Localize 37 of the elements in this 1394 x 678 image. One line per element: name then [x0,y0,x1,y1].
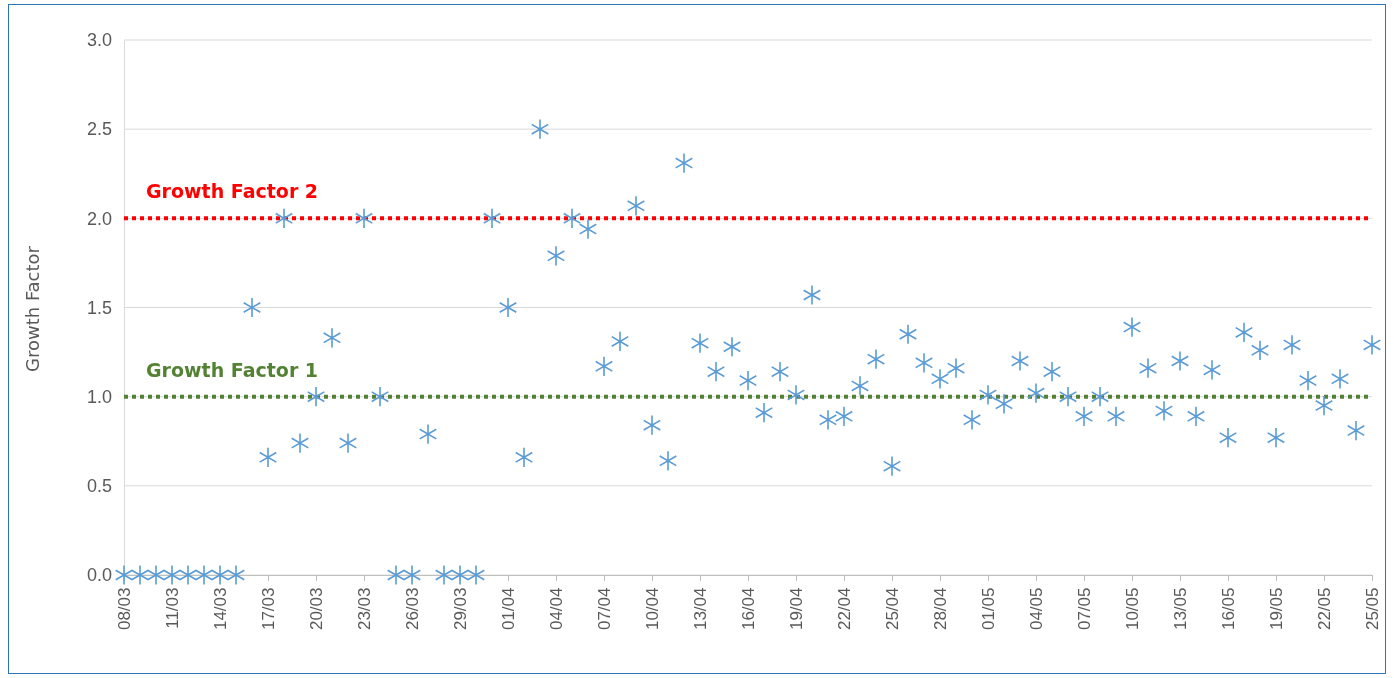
x-tick-label: 25/04 [883,587,903,631]
x-tick-label: 10/05 [1123,587,1143,631]
x-tick-label: 23/03 [355,587,375,631]
x-tick-label: 20/03 [307,587,327,631]
y-axis-title: Growth Factor [22,245,43,372]
x-tick-label: 11/03 [163,587,183,629]
x-tick-label: 22/05 [1315,587,1335,631]
x-tick-label: 04/04 [547,587,567,631]
x-tick-label: 07/05 [1075,587,1095,631]
y-tick-label: 3.0 [86,30,112,51]
ref-line-label: Growth Factor 2 [146,180,319,203]
x-tick-label: 07/04 [595,587,615,631]
x-tick-label: 13/04 [691,587,711,631]
x-tick-label: 14/03 [211,587,231,631]
y-tick-label: 1.0 [86,386,112,407]
x-tick-label: 22/04 [835,587,855,631]
x-tick-label: 19/05 [1267,587,1287,631]
y-tick-label: 0.0 [86,565,112,586]
y-tick-label: 2.0 [86,208,112,229]
x-tick-label: 29/03 [451,587,471,631]
x-tick-label: 19/04 [787,587,807,631]
x-tick-label: 08/03 [115,587,135,631]
y-tick-label: 1.5 [86,297,112,318]
x-tick-label: 26/03 [403,587,423,631]
y-tick-label: 2.5 [86,119,112,140]
x-tick-label: 16/04 [739,587,759,631]
x-tick-label: 04/05 [1027,587,1047,631]
x-tick-label: 17/03 [259,587,279,631]
x-tick-label: 25/05 [1363,587,1383,631]
y-tick-label: 0.5 [86,476,112,497]
ref-line-label: Growth Factor 1 [146,358,319,381]
x-tick-label: 10/04 [643,587,663,631]
x-tick-label: 28/04 [931,587,951,631]
x-tick-label: 13/05 [1171,587,1191,631]
x-tick-label: 01/04 [499,587,519,631]
x-tick-label: 16/05 [1219,587,1239,631]
x-tick-label: 01/05 [979,587,999,631]
